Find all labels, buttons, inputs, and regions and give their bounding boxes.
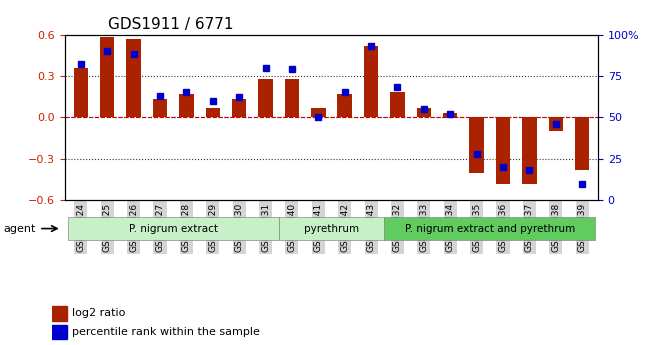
Bar [364,46,378,117]
FancyBboxPatch shape [384,217,595,240]
Bar [469,117,484,172]
Text: percentile rank within the sample: percentile rank within the sample [72,327,261,337]
Bar [390,92,405,117]
Text: GDS1911 / 6771: GDS1911 / 6771 [108,17,233,32]
FancyBboxPatch shape [68,217,279,240]
Bar [496,117,510,184]
Bar [311,108,326,117]
Text: P. nigrum extract: P. nigrum extract [129,224,218,234]
FancyBboxPatch shape [279,217,384,240]
Bar [337,94,352,117]
Bar [232,99,246,117]
Text: agent: agent [3,224,36,234]
Bar [179,94,194,117]
Bar [258,79,273,117]
Bar [575,117,590,170]
Text: log2 ratio: log2 ratio [72,308,126,318]
Bar [205,108,220,117]
Bar [417,108,431,117]
Bar [52,306,66,321]
Bar [153,99,167,117]
Bar [100,37,114,117]
Bar [443,113,458,117]
Text: P. nigrum extract and pyrethrum: P. nigrum extract and pyrethrum [405,224,575,234]
Bar [73,68,88,117]
Bar [549,117,563,131]
Bar [52,325,66,339]
Bar [522,117,537,184]
Bar [285,79,299,117]
Bar [126,39,141,117]
Text: pyrethrum: pyrethrum [304,224,359,234]
